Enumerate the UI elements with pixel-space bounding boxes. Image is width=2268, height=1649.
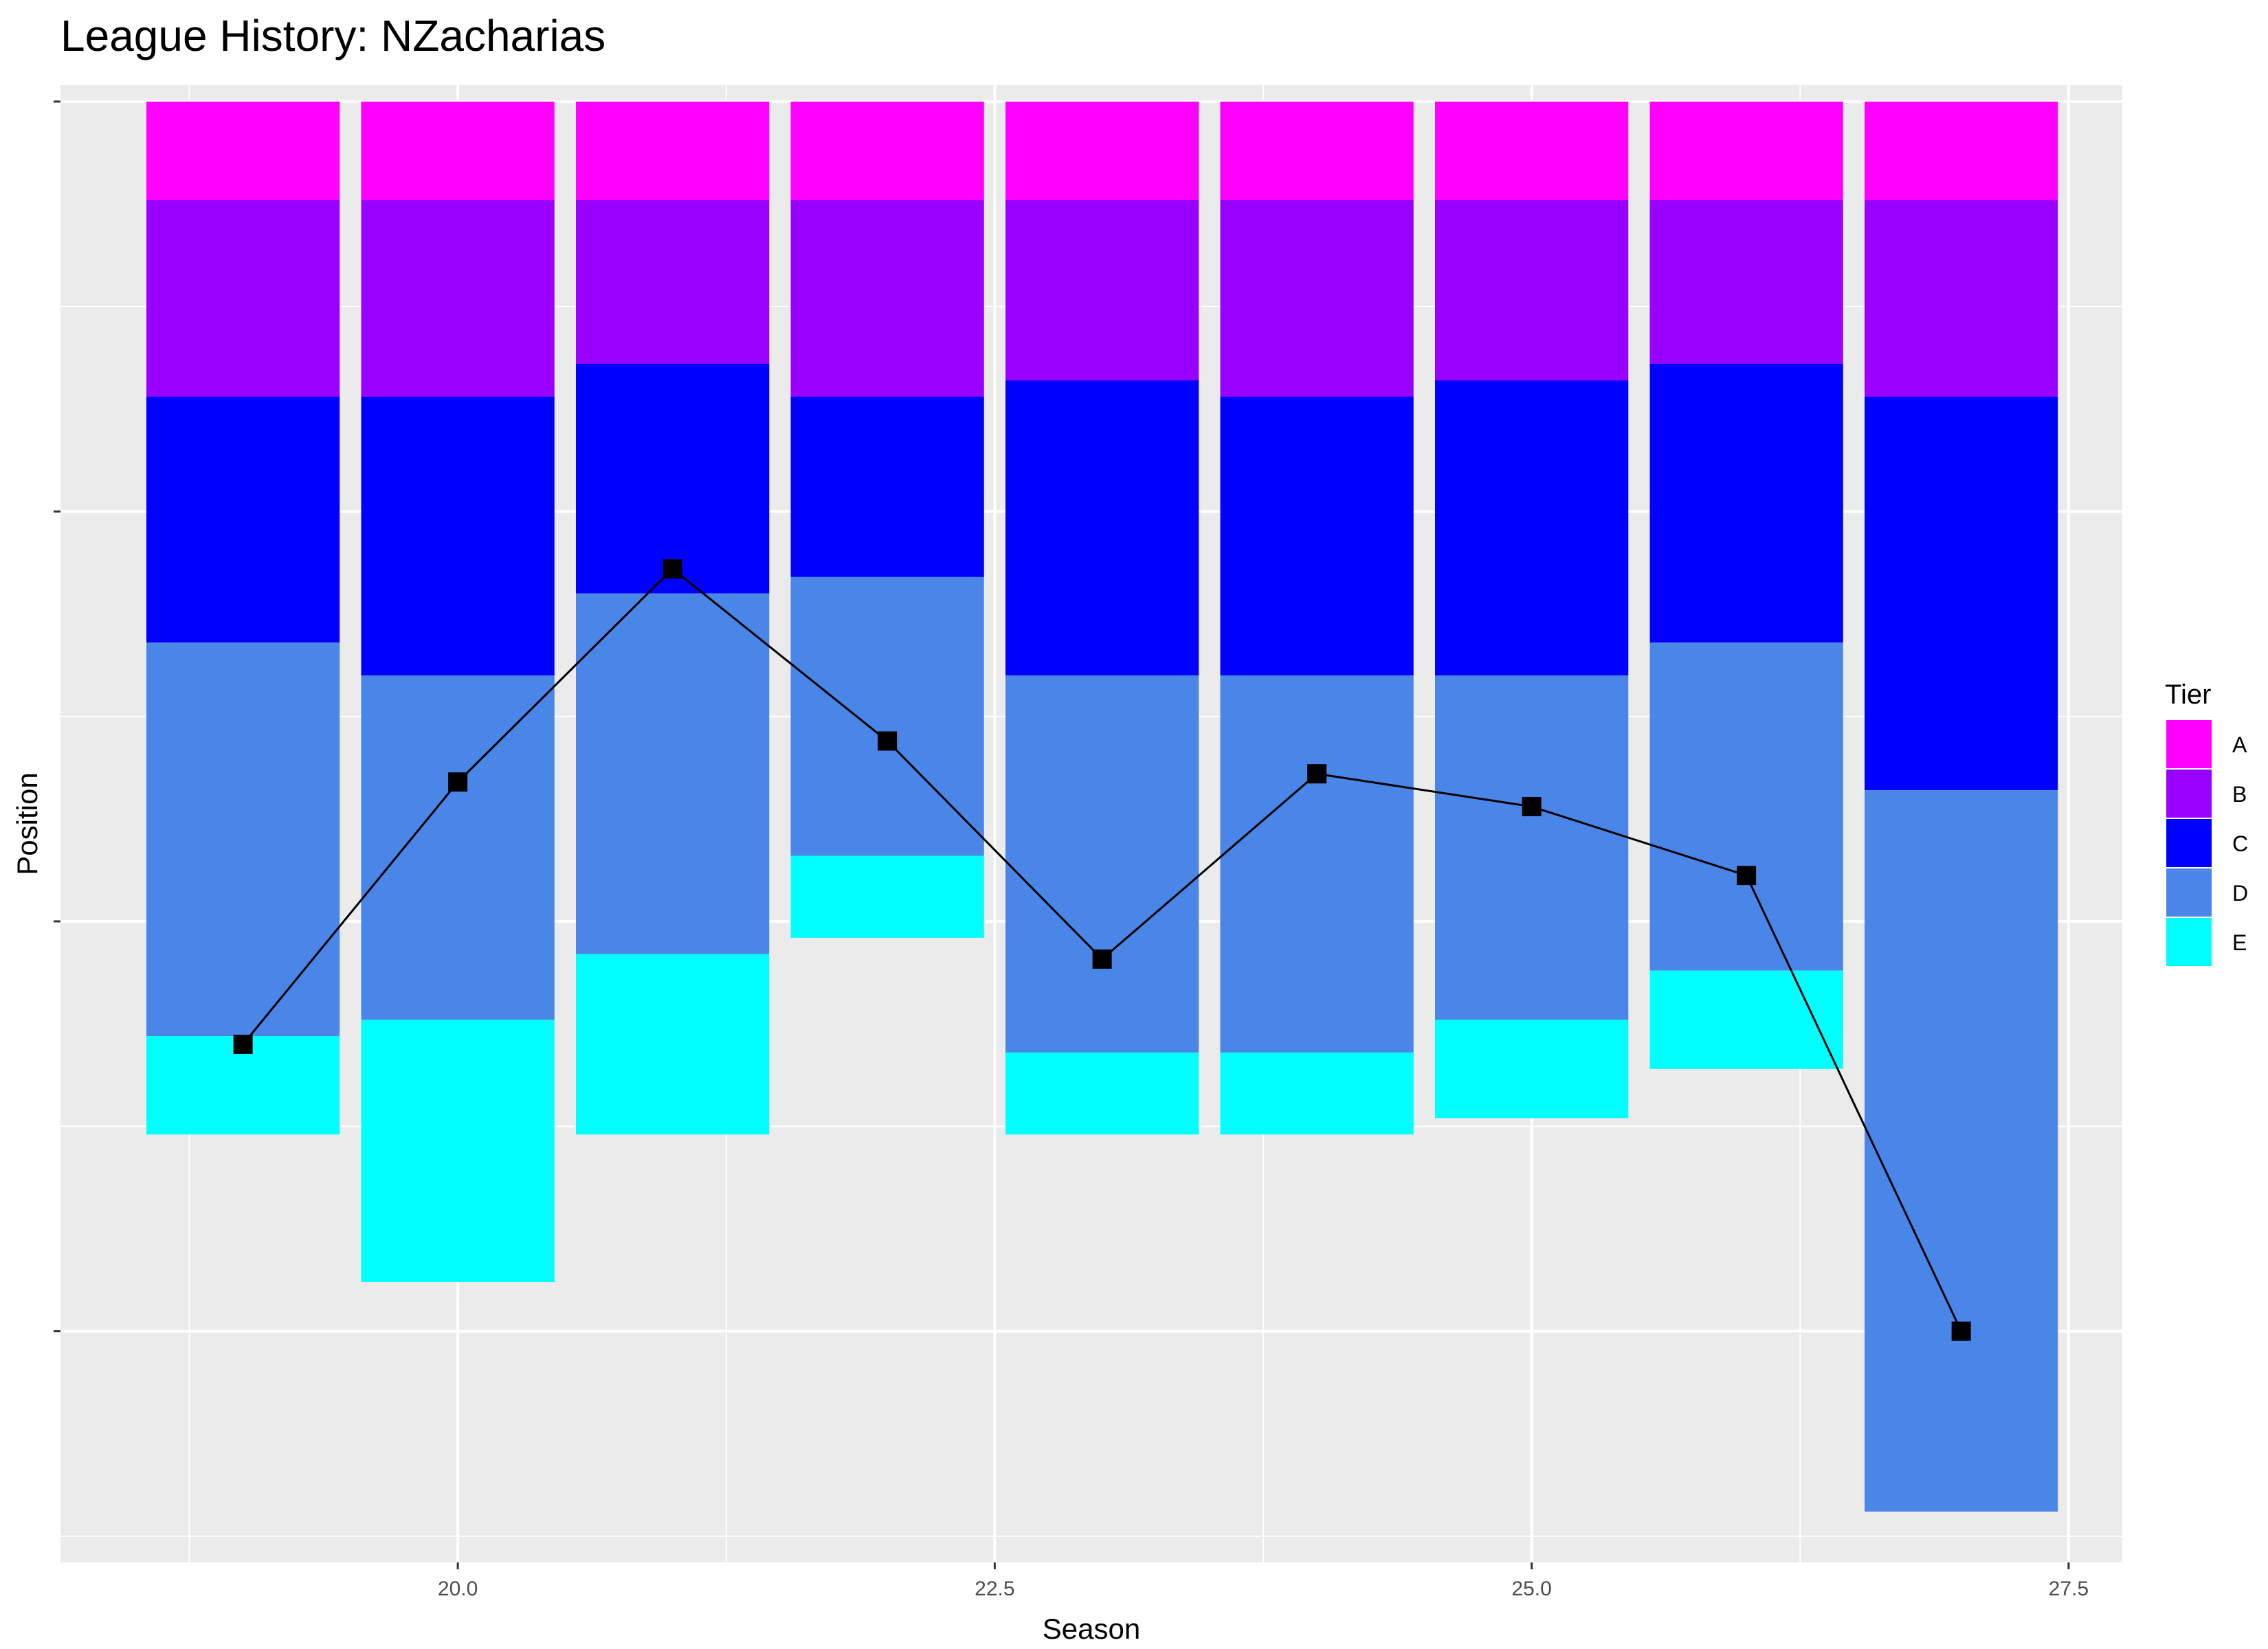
bar-season-27-tier-c [1865, 396, 2058, 791]
bar-season-25-tier-c [1435, 380, 1629, 676]
bar-season-19-tier-a [146, 101, 340, 201]
bar-season-27-tier-d [1865, 790, 2058, 1512]
legend-label-b: B [2232, 782, 2247, 807]
bar-season-19-tier-b [146, 200, 340, 397]
chart-title: League History: NZacharias [60, 11, 605, 60]
bar-season-21-tier-d [576, 593, 770, 954]
position-point-season-20 [448, 772, 468, 792]
bar-season-25-tier-b [1435, 200, 1629, 381]
bar-season-20-tier-e [361, 1020, 555, 1282]
bar-season-23-tier-e [1005, 1052, 1199, 1135]
legend-label-c: C [2232, 831, 2248, 856]
bar-season-19-tier-c [146, 396, 340, 643]
position-point-season-21 [663, 559, 682, 579]
position-point-season-27 [1951, 1321, 1971, 1341]
bar-season-21-tier-b [576, 200, 770, 364]
position-point-season-25 [1522, 796, 1542, 816]
legend-label-a: A [2232, 732, 2247, 757]
bar-season-19-tier-d [146, 642, 340, 1037]
legend-swatch-a [2166, 720, 2212, 768]
bar-season-23-tier-a [1005, 101, 1199, 201]
legend-swatch-b [2166, 770, 2212, 818]
legend-swatch-e [2166, 918, 2212, 966]
x-tick-label: 27.5 [2049, 1578, 2089, 1600]
position-point-season-22 [878, 731, 898, 751]
position-line-layer [233, 559, 1971, 1341]
bar-season-25-tier-a [1435, 101, 1629, 201]
legend-label-d: D [2232, 881, 2248, 906]
x-tick-label: 25.0 [1511, 1578, 1551, 1600]
bar-season-21-tier-c [576, 363, 770, 594]
bar-season-25-tier-d [1435, 675, 1629, 1020]
bar-season-24-tier-c [1220, 396, 1414, 676]
legend-swatch-d [2166, 868, 2212, 917]
position-point-season-19 [233, 1034, 253, 1054]
bar-season-22-tier-e [790, 855, 984, 938]
position-point-season-26 [1737, 866, 1757, 886]
bar-season-24-tier-b [1220, 200, 1414, 397]
bar-season-27-tier-a [1865, 101, 2058, 201]
x-axis: 20.0 22.5 25.0 27.5 [438, 1562, 2089, 1600]
bar-season-25-tier-e [1435, 1020, 1629, 1119]
bar-season-20-tier-b [361, 200, 555, 397]
legend-swatch-c [2166, 819, 2212, 867]
bar-season-27-tier-b [1865, 200, 2058, 397]
bar-season-20-tier-a [361, 101, 555, 201]
bar-season-24-tier-e [1220, 1052, 1414, 1135]
bars [146, 101, 2058, 1512]
position-point-season-23 [1092, 949, 1112, 969]
bar-season-26-tier-a [1649, 101, 1843, 201]
bar-season-21-tier-a [576, 101, 770, 201]
y-axis [54, 100, 60, 1333]
y-axis-title: Position [11, 772, 43, 875]
bar-season-24-tier-a [1220, 101, 1414, 201]
legend-label-e: E [2232, 930, 2247, 955]
x-tick-label: 20.0 [438, 1578, 478, 1600]
bar-season-23-tier-b [1005, 200, 1199, 381]
bar-season-26-tier-d [1649, 642, 1843, 971]
bar-season-26-tier-b [1649, 200, 1843, 364]
position-point-season-24 [1307, 764, 1327, 784]
bar-season-20-tier-d [361, 675, 555, 1020]
bar-season-26-tier-e [1649, 970, 1843, 1069]
bar-season-23-tier-d [1005, 675, 1199, 1053]
bar-season-22-tier-b [790, 200, 984, 397]
legend-title: Tier [2165, 680, 2211, 710]
bar-season-24-tier-d [1220, 675, 1414, 1053]
x-axis-title: Season [1043, 1613, 1140, 1645]
bar-season-22-tier-d [790, 576, 984, 856]
x-tick-label: 22.5 [975, 1578, 1014, 1600]
bar-season-26-tier-c [1649, 363, 1843, 643]
bar-season-21-tier-e [576, 954, 770, 1135]
bar-season-22-tier-c [790, 396, 984, 577]
bar-season-20-tier-c [361, 396, 555, 676]
bar-season-22-tier-a [790, 101, 984, 201]
bar-season-23-tier-c [1005, 380, 1199, 676]
